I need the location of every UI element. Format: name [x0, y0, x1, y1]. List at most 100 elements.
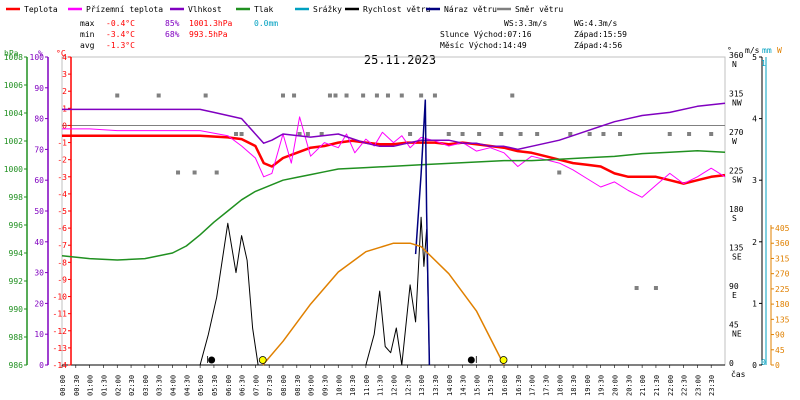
stat-value: -0.4°C: [106, 19, 135, 28]
x-tick-label: 01:00: [87, 375, 95, 396]
dir-tick-label: 225: [729, 167, 744, 176]
x-tick-label: 09:00: [308, 375, 316, 396]
dir-tick-label: 45: [729, 321, 739, 330]
press-tick-label: 1004: [4, 109, 23, 118]
wind-dir-point: [446, 132, 451, 136]
x-tick-label: 20:30: [625, 375, 633, 396]
wind-dir-point: [374, 93, 379, 98]
x-tick-label: 10:00: [335, 375, 343, 396]
hum-axis-label: %: [38, 49, 43, 58]
dir-cardinal-label: S: [732, 214, 737, 223]
press-tick-label: 988: [9, 333, 24, 342]
wind-dir-point: [319, 132, 324, 136]
series-line-teplota: [62, 134, 726, 185]
temp-tick-label: 3: [62, 70, 67, 79]
moon-rise: Měsíc Východ:14:49: [440, 41, 527, 50]
hum-tick-label: 80: [34, 115, 44, 124]
series-line-vlhkost: [62, 102, 726, 151]
wind-axis-label: m/s: [745, 46, 760, 55]
x-tick-label: 16:00: [501, 375, 509, 396]
temp-tick-label: -5: [57, 207, 67, 216]
temp-tick-label: -8: [57, 258, 67, 267]
x-tick-label: 18:30: [570, 375, 578, 396]
sun-marker: [499, 356, 508, 364]
stat-value: max: [80, 19, 95, 28]
dir-tick-label: 270: [729, 128, 744, 137]
x-tick-label: 05:00: [197, 375, 205, 396]
x-tick-label: 02:30: [128, 375, 136, 396]
wind-dir-point: [192, 170, 197, 175]
dir-cardinal-label: SW: [732, 176, 742, 185]
solar-tick-label: 225: [775, 285, 790, 294]
x-tick-label: 23:00: [694, 375, 702, 396]
wind-tick-label: 1: [752, 299, 757, 308]
wind-dir-point: [432, 93, 437, 98]
x-tick-label: 21:00: [639, 375, 647, 396]
stat-value: avg: [80, 41, 95, 50]
temp-tick-label: -9: [57, 275, 67, 284]
wind-dir-point: [687, 132, 692, 136]
x-tick-label: 13:00: [418, 375, 426, 396]
dir-tick-label: 90: [729, 282, 739, 291]
moon-marker: [467, 356, 475, 364]
wind-dir-point: [408, 132, 413, 136]
dir-cardinal-label: SE: [732, 253, 742, 262]
rain-tick-label: 0: [761, 358, 766, 367]
x-tick-label: 04:00: [170, 375, 178, 396]
x-axis-label: čas: [731, 369, 746, 379]
wind-dir-point: [344, 93, 349, 98]
moon-set: Západ:4:56: [574, 41, 622, 50]
wind-tick-label: 4: [752, 115, 757, 124]
wind-dir-point: [214, 170, 219, 175]
wind-dir-point: [234, 132, 239, 136]
plot-frame: [61, 56, 726, 366]
solar-tick-label: 90: [775, 331, 785, 340]
x-tick-label: 03:30: [156, 375, 164, 396]
dir-cardinal-label: E: [732, 291, 737, 300]
press-tick-label: 990: [9, 305, 24, 314]
wind-speed-stat: WS:3.3m/s: [504, 19, 548, 28]
stat-value: min: [80, 30, 95, 39]
solar-axis-label: W: [777, 46, 782, 55]
dir-cardinal-label: NW: [732, 99, 742, 108]
x-tick-label: 15:30: [487, 375, 495, 396]
wind-dir-point: [518, 132, 523, 136]
wind-dir-point: [292, 93, 297, 98]
dir-cardinal-label: W: [732, 137, 737, 146]
sun-set: Západ:15:59: [574, 30, 627, 39]
x-tick-label: 06:00: [225, 375, 233, 396]
dir-tick-label: 360: [729, 51, 744, 60]
wind-dir-point: [385, 93, 390, 98]
legend-label: Přízemní teplota: [86, 5, 163, 14]
stat-value: 85%: [165, 19, 180, 28]
x-tick-label: 02:00: [114, 375, 122, 396]
chart-title: 25.11.2023: [364, 53, 436, 67]
stat-value: -3.4°C: [106, 30, 135, 39]
solar-tick-label: 135: [775, 315, 790, 324]
legend-label: Teplota: [24, 5, 58, 14]
legend-label: Rychlost větru: [363, 5, 431, 14]
hum-tick-label: 60: [34, 176, 44, 185]
x-tick-label: 19:30: [598, 375, 606, 396]
wind-dir-point: [568, 132, 573, 136]
x-tick-label: 15:00: [473, 375, 481, 396]
wind-dir-point: [601, 132, 606, 136]
plot-area: 1008100610041002100099899699499299098898…: [4, 46, 790, 396]
wind-dir-point: [281, 93, 285, 98]
hum-tick-label: 20: [34, 299, 44, 308]
temp-tick-label: -6: [57, 224, 67, 233]
hum-tick-label: 10: [34, 330, 44, 339]
x-tick-label: 19:00: [584, 375, 592, 396]
dir-tick-label: 180: [729, 205, 744, 214]
temp-axis-label: °C: [56, 49, 66, 58]
temp-tick-label: -12: [53, 327, 68, 336]
x-tick-label: 10:30: [349, 375, 357, 396]
stat-value: 993.5hPa: [189, 30, 228, 39]
solar-tick-label: 360: [775, 239, 790, 248]
hum-tick-label: 0: [39, 361, 44, 370]
stat-value: 68%: [165, 30, 180, 39]
wind-dir-point: [333, 93, 338, 98]
stats-header: max -0.4°C 85% 1001.3hPa 0.0mm min -3.4°C 68% 99…: [80, 19, 627, 67]
hum-tick-label: 40: [34, 238, 44, 247]
